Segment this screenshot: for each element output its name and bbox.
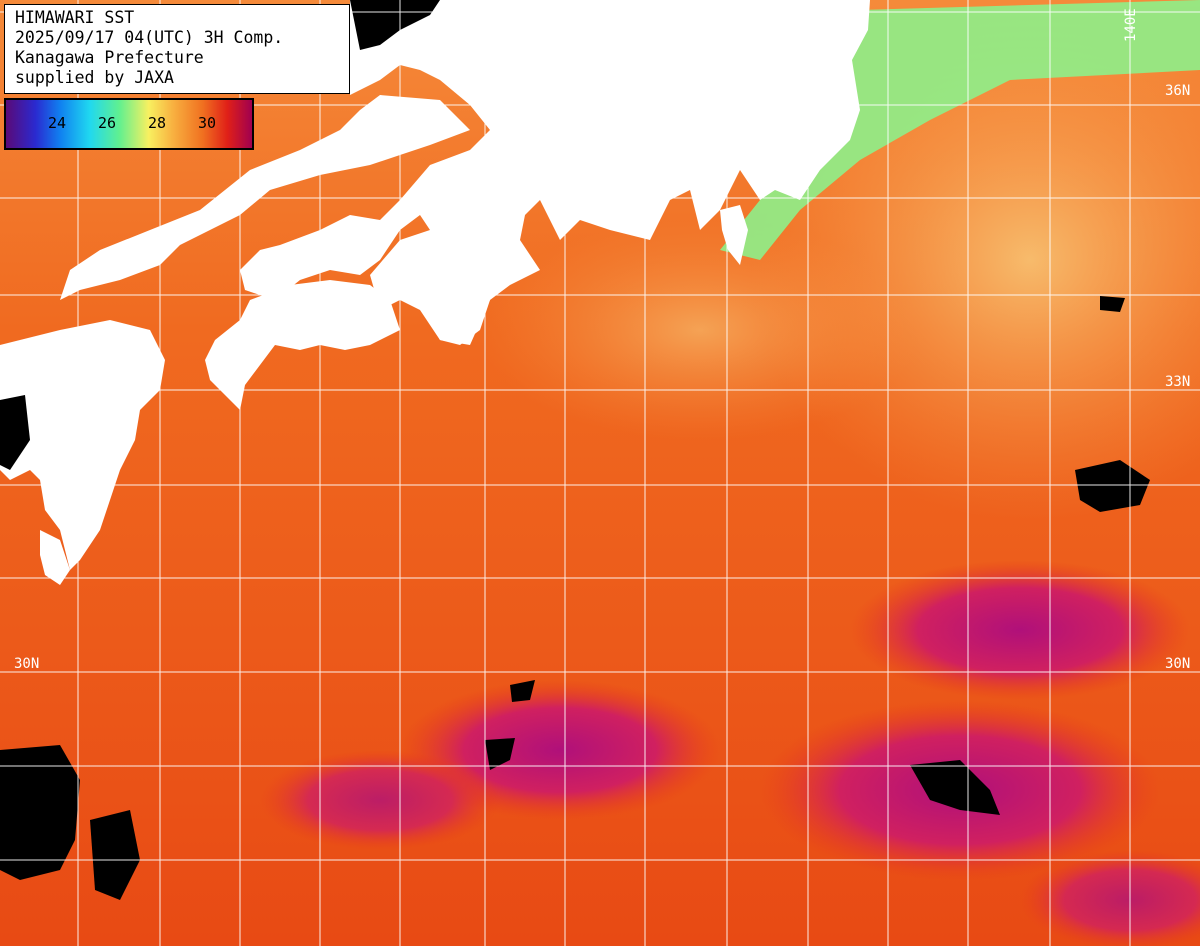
land-kii-coast: [420, 290, 490, 345]
hot-water-region: [260, 750, 500, 850]
no-data-patch: [485, 738, 515, 770]
hot-water-region: [850, 560, 1190, 700]
no-data-patch: [510, 680, 535, 702]
hot-water-region: [1020, 850, 1200, 946]
no-data-patch: [0, 745, 80, 880]
land-kyushu: [0, 320, 165, 570]
credit: supplied by JAXA: [15, 68, 174, 87]
colorbar-tick-24: 24: [48, 114, 67, 132]
lat-label-33n-right: 33N: [1165, 374, 1190, 390]
product-title: HIMAWARI SST: [15, 8, 135, 27]
no-data-patch: [910, 760, 1000, 815]
colorbar-gradient: [6, 100, 252, 148]
colorbar-tick-26: 26: [98, 114, 117, 132]
image-info-box: HIMAWARI SST 2025/09/17 04(UTC) 3H Comp.…: [4, 4, 350, 94]
land-chugoku: [60, 95, 470, 300]
land-honshu: [240, 0, 870, 345]
cool-coastal-band: [720, 0, 1200, 260]
lat-label-36n-right: 36N: [1165, 83, 1190, 99]
lat-label-30n-left: 30N: [14, 656, 39, 672]
land-shikoku: [205, 280, 400, 410]
colorbar-tick-30: 30: [198, 114, 217, 132]
colorbar-tick-28: 28: [148, 114, 167, 132]
no-data-patch: [0, 395, 30, 470]
lat-label-33n-left: 33N: [8, 374, 33, 390]
temperature-colorbar: 24 26 28 30: [4, 98, 254, 150]
no-data-patch: [1100, 296, 1125, 312]
region-name: Kanagawa Prefecture: [15, 48, 204, 67]
timestamp: 2025/09/17 04(UTC) 3H Comp.: [15, 28, 284, 47]
cool-water-region: [480, 220, 920, 440]
land-osumi: [40, 530, 70, 585]
lon-label-140e: 140E: [1123, 8, 1139, 42]
lon-label-136e: 136E: [483, 6, 499, 40]
no-data-patch: [1075, 460, 1150, 512]
no-data-patch: [90, 810, 140, 900]
lat-label-30n-right: 30N: [1165, 656, 1190, 672]
land-boso: [780, 130, 812, 190]
